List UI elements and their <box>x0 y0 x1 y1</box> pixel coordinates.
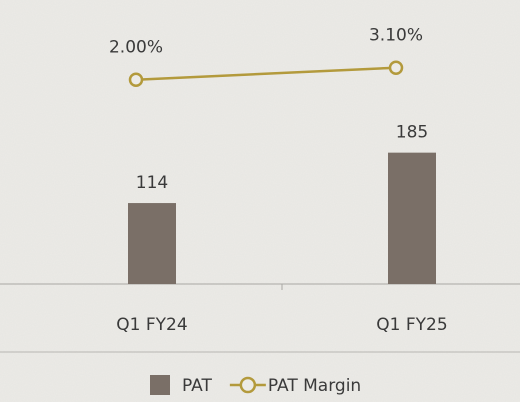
line-marker <box>128 72 144 87</box>
bar <box>128 203 176 284</box>
bar-value-label: 185 <box>396 123 428 143</box>
legend-swatch-marker <box>239 376 257 394</box>
bar <box>388 152 436 284</box>
bar-value-label: 114 <box>136 173 168 193</box>
legend-swatch <box>150 375 170 395</box>
line-marker <box>388 60 404 75</box>
legend-label: PAT <box>182 376 212 396</box>
line-value-label: 2.00% <box>109 38 163 58</box>
line <box>135 66 397 81</box>
line-value-label: 3.10% <box>369 26 423 46</box>
x-tick-label: Q1 FY25 <box>376 315 447 335</box>
legend-label: PAT Margin <box>268 376 361 396</box>
x-tick-label: Q1 FY24 <box>116 315 187 335</box>
